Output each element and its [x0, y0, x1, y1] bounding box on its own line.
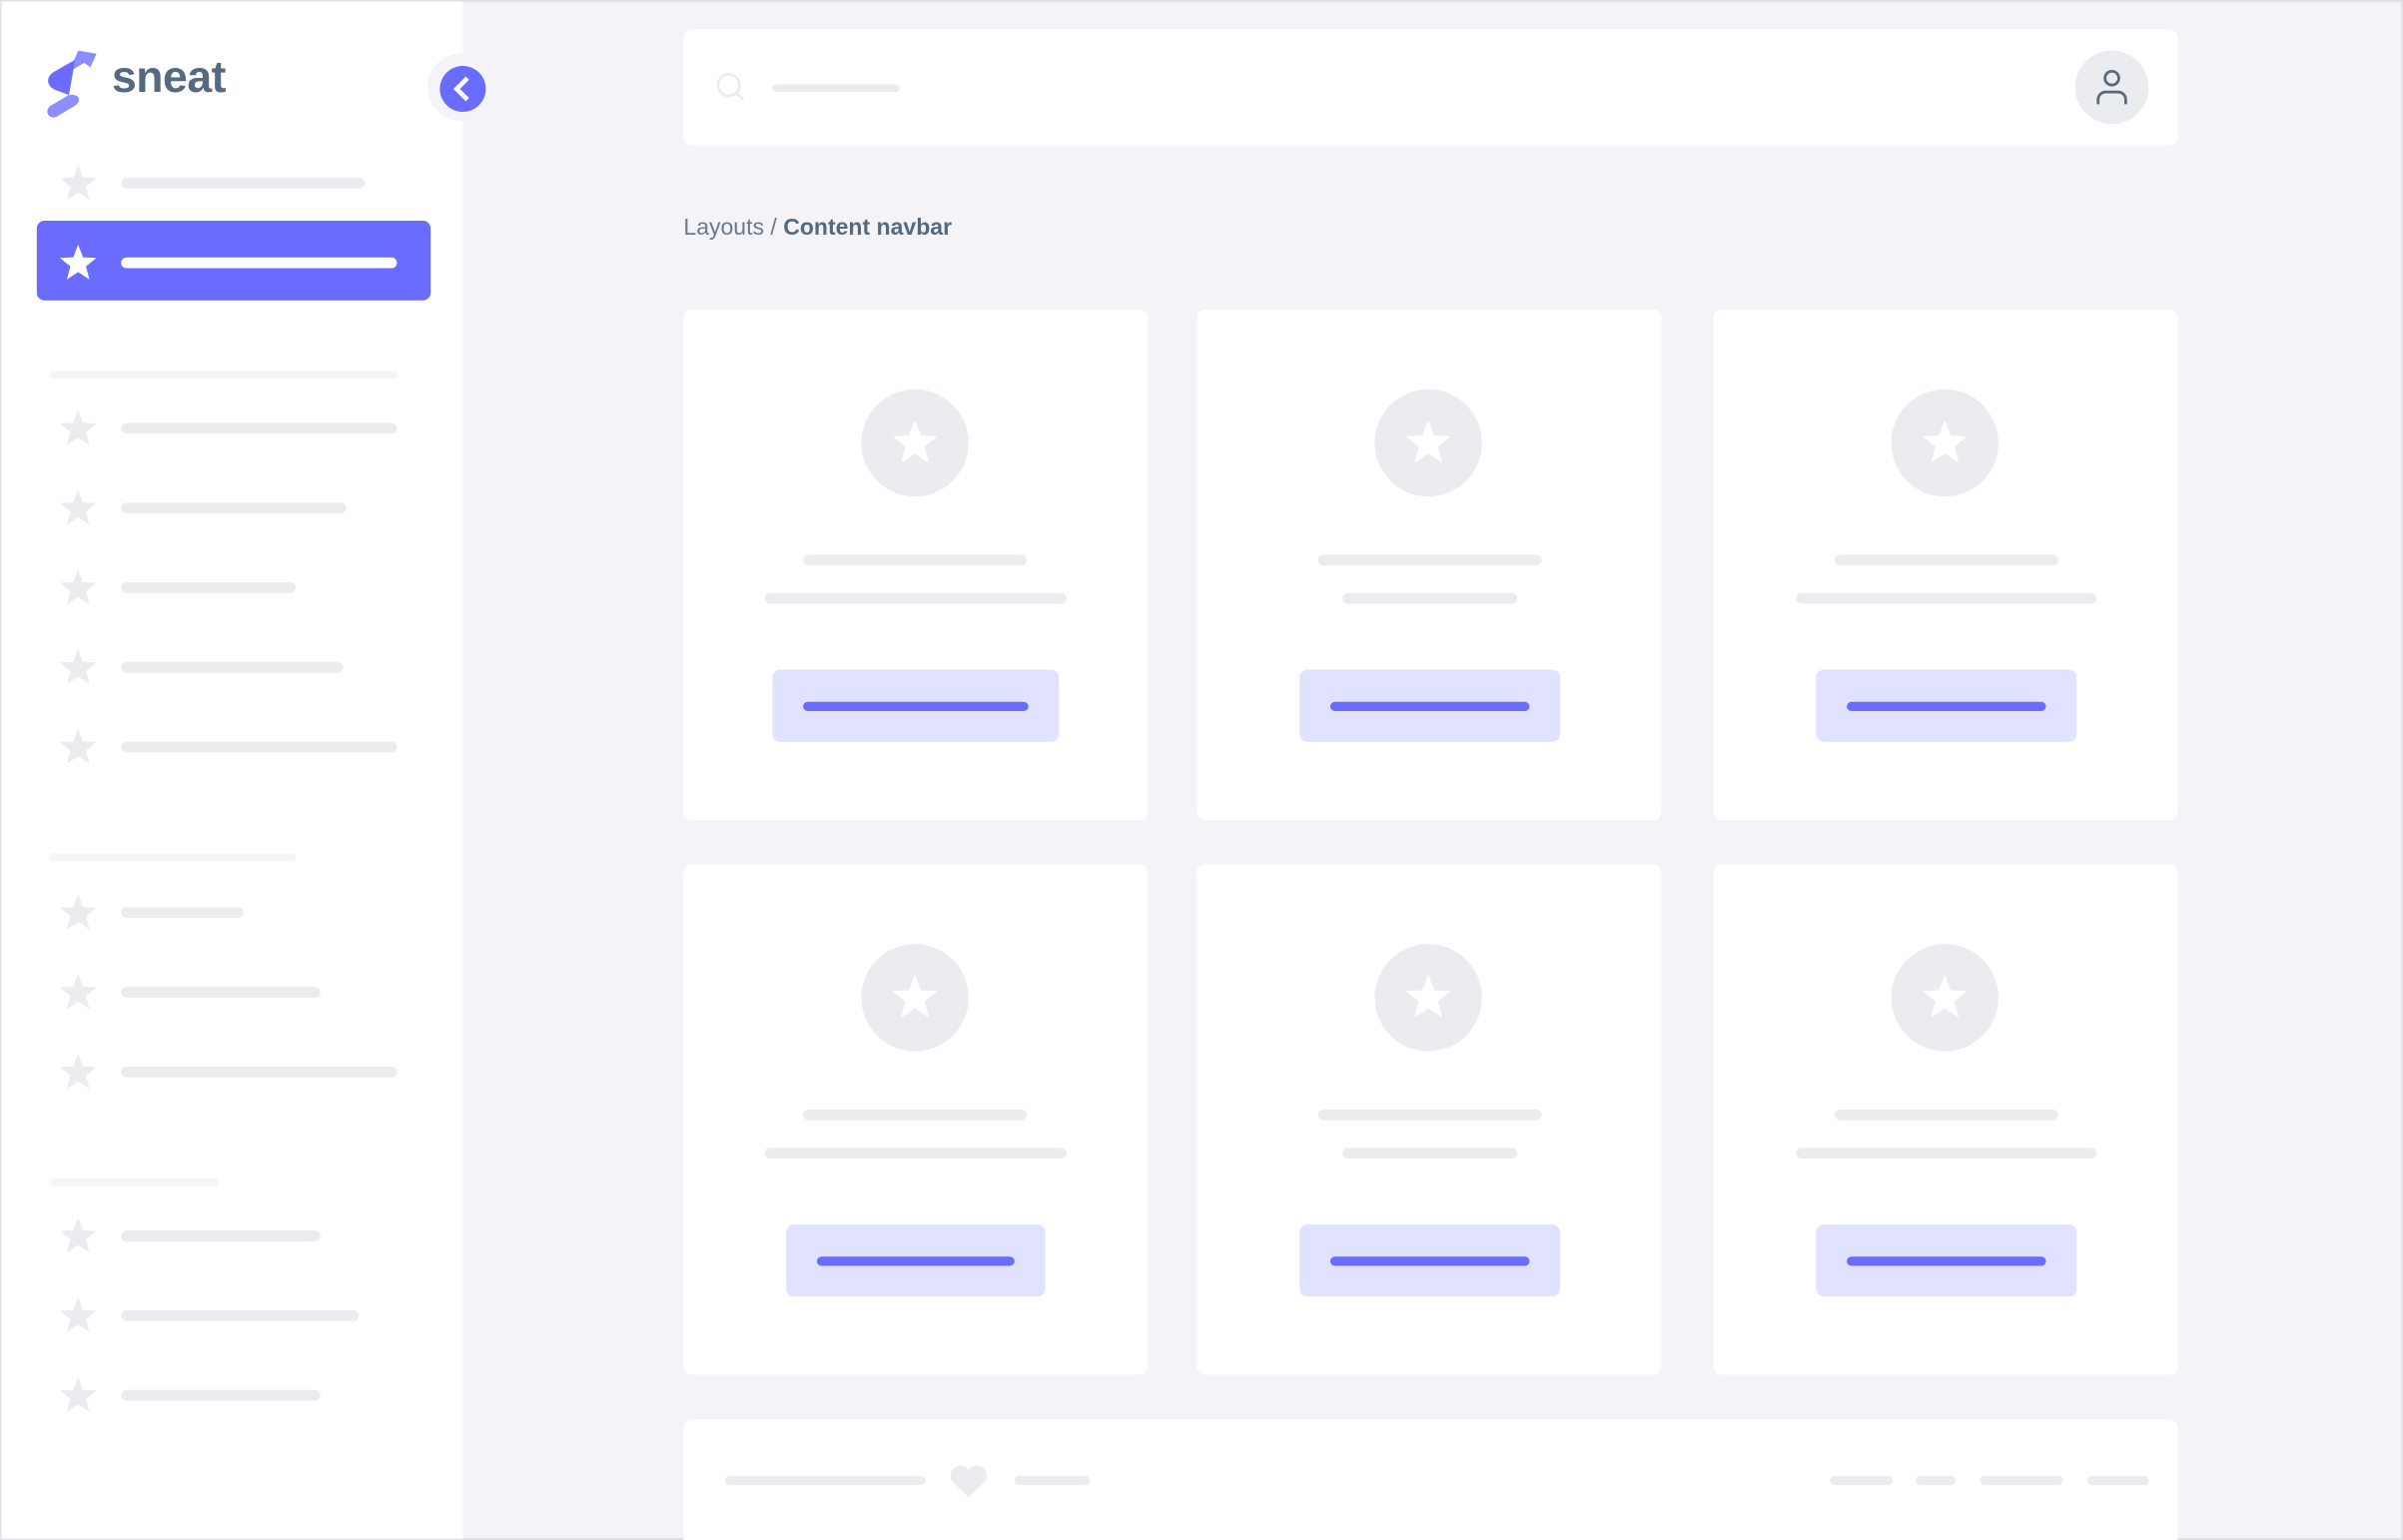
star-icon: [1404, 416, 1453, 465]
card-text: [1342, 1148, 1518, 1159]
sidebar: sneat: [1, 1, 463, 1539]
sidebar-item-label: [121, 257, 398, 269]
card-icon-circle: [1374, 388, 1482, 497]
card-icon-circle: [861, 388, 969, 497]
star-icon: [58, 1052, 98, 1092]
star-icon: [58, 726, 98, 766]
star-icon: [1404, 972, 1453, 1021]
card-button-label: [1329, 701, 1530, 712]
star-icon: [58, 163, 98, 203]
content-card: [1713, 309, 2178, 820]
card-button[interactable]: [1816, 1224, 2077, 1297]
star-icon: [58, 567, 98, 607]
sidebar-item[interactable]: [121, 178, 366, 189]
card-text: [764, 592, 1068, 604]
card-title: [1834, 554, 2058, 566]
card-button-label: [803, 701, 1029, 712]
heart-icon: [950, 1465, 987, 1498]
card-text: [764, 1148, 1068, 1159]
star-icon: [58, 1374, 98, 1414]
card-title: [803, 554, 1028, 566]
section-divider: [49, 853, 297, 862]
star-icon: [891, 972, 940, 1021]
breadcrumb: Layouts / Content navbar: [683, 215, 952, 241]
card-icon-circle: [861, 944, 969, 1052]
breadcrumb-current: Content navbar: [783, 214, 953, 241]
footer-text: [1014, 1475, 1091, 1485]
sidebar-item[interactable]: [121, 582, 297, 593]
search-icon[interactable]: [716, 72, 747, 103]
star-icon: [1921, 972, 1970, 1021]
sidebar-item[interactable]: [121, 661, 344, 673]
card-icon-circle: [1374, 944, 1482, 1052]
sidebar-item[interactable]: [121, 741, 398, 753]
sidebar-item[interactable]: [121, 907, 244, 919]
card-icon-circle: [1891, 388, 1999, 497]
user-avatar[interactable]: [2074, 50, 2149, 125]
star-icon: [58, 972, 98, 1012]
card-title: [1317, 554, 1542, 566]
footer-link[interactable]: [1830, 1475, 1894, 1485]
content-card: [683, 309, 1149, 820]
breadcrumb-separator: /: [764, 214, 784, 241]
footer-link[interactable]: [2086, 1475, 2149, 1485]
footer-link[interactable]: [1980, 1475, 2063, 1485]
card-text: [1342, 592, 1518, 604]
logo-icon: [45, 48, 100, 122]
top-navbar: [683, 29, 2178, 146]
sidebar-item[interactable]: [121, 502, 347, 514]
card-button[interactable]: [1299, 1224, 1561, 1297]
card-icon-circle: [1891, 944, 1999, 1052]
card-button-label: [1847, 1256, 2046, 1266]
star-icon: [58, 1295, 98, 1335]
star-icon: [58, 407, 98, 447]
card-title: [803, 1109, 1028, 1121]
card-button[interactable]: [1299, 669, 1561, 742]
card-text: [1796, 592, 2097, 604]
sidebar-item[interactable]: [121, 1389, 321, 1401]
content-card: [1197, 864, 1662, 1375]
footer-link[interactable]: [1916, 1475, 1957, 1485]
search-input[interactable]: [772, 84, 900, 93]
sidebar-item[interactable]: [121, 1067, 398, 1078]
card-button-label: [816, 1256, 1015, 1266]
sidebar-item[interactable]: [121, 1309, 360, 1321]
content-card: [1197, 309, 1662, 820]
collapse-sidebar-button[interactable]: [439, 65, 486, 113]
section-divider: [49, 1178, 220, 1186]
sidebar-item[interactable]: [121, 987, 321, 998]
content-card: [1713, 864, 2178, 1375]
star-icon: [58, 1215, 98, 1255]
star-icon: [58, 647, 98, 687]
logo-text: sneat: [112, 53, 226, 103]
sidebar-item[interactable]: [121, 422, 398, 434]
star-icon: [58, 242, 98, 282]
user-icon: [2096, 69, 2127, 105]
star-icon: [58, 892, 98, 932]
card-button[interactable]: [772, 669, 1060, 742]
star-icon: [891, 416, 940, 465]
star-icon: [1921, 416, 1970, 465]
section-divider: [49, 371, 399, 380]
card-text: [1796, 1148, 2097, 1159]
card-button[interactable]: [1816, 669, 2077, 742]
breadcrumb-parent[interactable]: Layouts: [683, 214, 765, 241]
content-card: [683, 864, 1149, 1375]
card-title: [1317, 1109, 1542, 1121]
footer-text: [724, 1475, 926, 1485]
card-title: [1834, 1109, 2058, 1121]
star-icon: [58, 487, 98, 527]
sidebar-item[interactable]: [121, 1230, 321, 1241]
card-button-label: [1847, 701, 2046, 712]
card-button-label: [1329, 1256, 1530, 1266]
footer: [683, 1418, 2178, 1540]
chevron-left-icon: [453, 76, 469, 102]
card-button[interactable]: [786, 1224, 1046, 1297]
